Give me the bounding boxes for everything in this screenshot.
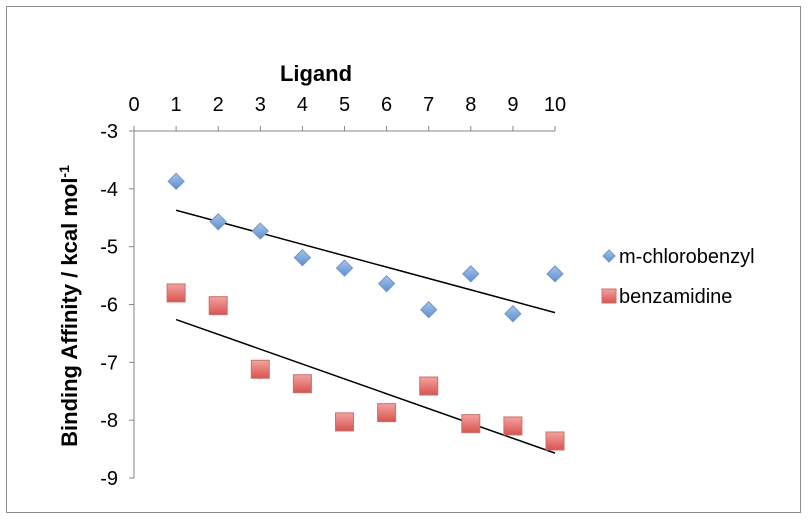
data-point-m-chlorobenzyl (377, 274, 396, 293)
data-point-benzamidine (292, 374, 312, 394)
y-tick-label: -6 (100, 295, 118, 317)
y-axis-title-superscript: -1 (56, 165, 72, 178)
data-point-m-chlorobenzyl (251, 222, 270, 240)
data-point-m-chlorobenzyl (293, 248, 312, 267)
data-point-m-chlorobenzyl (209, 213, 227, 231)
x-axis-title: Ligand (280, 61, 352, 86)
y-axis-title-main: Binding Affinity / kcal mol (57, 178, 82, 447)
x-tick-label: 8 (465, 94, 476, 116)
data-point-benzamidine (503, 416, 523, 436)
trendline-benzamidine (175, 318, 556, 454)
x-tick-label: 4 (297, 94, 308, 116)
data-point-benzamidine (166, 283, 186, 303)
legend-label-m-chlorobenzyl: m-chlorobenzyl (619, 246, 755, 268)
data-point-m-chlorobenzyl (504, 305, 522, 323)
data-point-m-chlorobenzyl (419, 300, 438, 319)
y-axis-title: Binding Affinity / kcal mol-1 (56, 165, 82, 447)
x-tick-label: 5 (339, 94, 350, 116)
data-point-benzamidine (250, 359, 270, 379)
data-point-m-chlorobenzyl (335, 259, 354, 277)
legend: m-chlorobenzyl benzamidine (601, 246, 755, 308)
y-tick-label: -7 (100, 352, 118, 374)
data-point-benzamidine (545, 431, 565, 451)
y-tick-label: -9 (100, 468, 118, 490)
y-tick-label: -8 (100, 410, 118, 432)
data-point-m-chlorobenzyl (167, 172, 185, 191)
legend-marker-square (601, 288, 617, 304)
plot-area: 0 1 2 3 4 5 6 7 8 9 10 -3 -4 -5 -6 -7 -8 -9 (100, 94, 566, 490)
x-tick-label: 3 (255, 94, 266, 116)
data-point-benzamidine (335, 412, 354, 432)
data-point-benzamidine (419, 376, 439, 396)
y-tick-label: -3 (100, 121, 118, 143)
x-tick-label: 6 (381, 94, 392, 116)
legend-label-benzamidine: benzamidine (619, 286, 732, 308)
x-tick-label: 10 (544, 94, 566, 116)
x-tick-label: 1 (171, 94, 182, 116)
y-tick-label: -4 (100, 179, 118, 201)
legend-marker-diamond (602, 249, 616, 263)
y-tick-label: -5 (100, 237, 118, 259)
x-tick-label: 0 (128, 94, 139, 116)
chart-frame (6, 6, 801, 513)
legend-item-m-chlorobenzyl: m-chlorobenzyl (602, 246, 755, 268)
trendline-m-chlorobenzyl (175, 209, 556, 314)
x-tick-label: 2 (213, 94, 224, 116)
data-point-m-chlorobenzyl (462, 265, 480, 283)
x-tick-label: 9 (507, 94, 518, 116)
data-point-benzamidine (461, 414, 481, 434)
legend-item-benzamidine: benzamidine (601, 286, 732, 308)
data-point-benzamidine (208, 296, 228, 316)
data-point-m-chlorobenzyl (546, 265, 564, 283)
data-point-benzamidine (377, 403, 397, 423)
x-tick-label: 7 (423, 94, 434, 116)
